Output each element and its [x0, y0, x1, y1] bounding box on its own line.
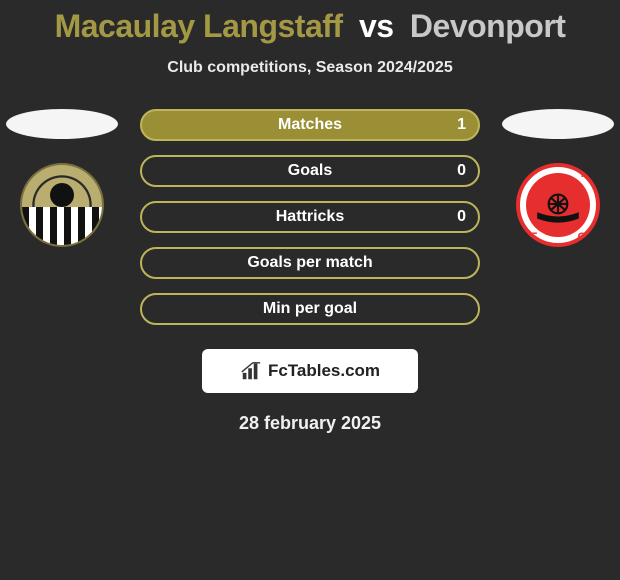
stat-row: Matches 1	[140, 109, 480, 141]
crest-letter-tr: T	[579, 166, 586, 180]
player1-photo-placeholder	[6, 109, 118, 139]
crest-letter-tl: F	[530, 166, 537, 180]
versus-text: vs	[359, 8, 394, 44]
date-text: 28 february 2025	[0, 413, 620, 434]
notts-county-crest	[20, 163, 104, 247]
watermark-badge: FcTables.com	[202, 349, 418, 393]
stat-row: Hattricks 0	[140, 201, 480, 233]
stripes-pattern	[22, 207, 102, 245]
stat-label: Min per goal	[263, 300, 357, 318]
left-column	[2, 109, 122, 247]
stat-label: Goals	[288, 162, 332, 180]
player2-photo-placeholder	[502, 109, 614, 139]
stat-right-value: 1	[457, 116, 466, 134]
crest-letter-bl: F	[530, 230, 537, 244]
main-row: Matches 1 Goals 0 Hattricks 0 Goals per match M…	[0, 109, 620, 325]
right-column: F T F C	[498, 109, 618, 247]
comparison-card: Macaulay Langstaff vs Devonport Club com…	[0, 0, 620, 434]
stat-label: Hattricks	[276, 208, 344, 226]
stat-right-value: 0	[457, 162, 466, 180]
stat-row: Goals per match	[140, 247, 480, 279]
stats-column: Matches 1 Goals 0 Hattricks 0 Goals per match M…	[140, 109, 480, 325]
watermark-text: FcTables.com	[268, 361, 380, 381]
ball-icon	[50, 183, 74, 207]
stat-right-value: 0	[457, 208, 466, 226]
stat-label: Matches	[278, 116, 342, 134]
stat-label: Goals per match	[247, 254, 372, 272]
stat-row: Min per goal	[140, 293, 480, 325]
crest-inner	[526, 173, 590, 237]
player2-name: Devonport	[410, 8, 566, 44]
crest-letter-br: C	[577, 230, 586, 244]
subtitle: Club competitions, Season 2024/2025	[0, 59, 620, 77]
trawler-icon	[532, 179, 584, 231]
page-title: Macaulay Langstaff vs Devonport	[0, 8, 620, 45]
stat-row: Goals 0	[140, 155, 480, 187]
player1-name: Macaulay Langstaff	[55, 8, 343, 44]
bar-chart-icon	[240, 360, 262, 382]
fleetwood-town-crest: F T F C	[516, 163, 600, 247]
